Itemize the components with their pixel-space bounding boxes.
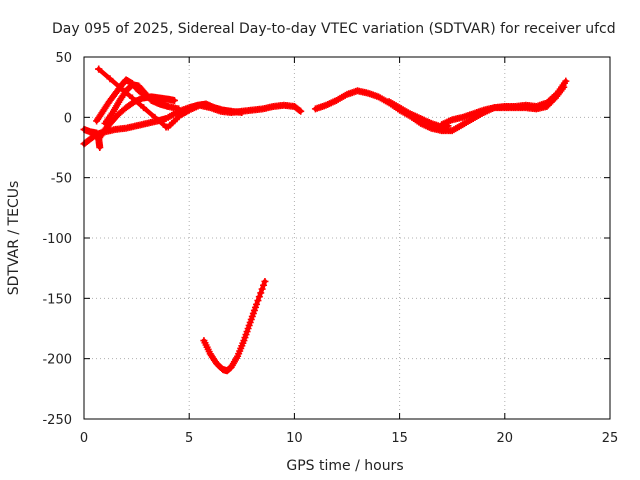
series-arc-8 [200, 277, 269, 375]
y-tick-label: -100 [42, 232, 72, 247]
y-tick-label: -150 [42, 292, 72, 307]
x-tick-label: 10 [286, 431, 303, 446]
data-point [258, 285, 266, 293]
x-tick-label: 25 [602, 431, 619, 446]
data-marks [80, 65, 570, 375]
y-tick-label: -250 [42, 413, 72, 428]
y-tick-label: -50 [51, 172, 72, 187]
series-arc-11 [438, 83, 568, 129]
y-tick-label: 50 [55, 51, 72, 66]
data-point [160, 96, 168, 104]
data-point [106, 75, 114, 83]
chart-title: Day 095 of 2025, Sidereal Day-to-day VTE… [52, 21, 616, 37]
data-point [560, 83, 568, 91]
data-point [254, 297, 262, 305]
data-point [128, 94, 136, 102]
data-point [257, 289, 265, 297]
data-point [170, 96, 178, 104]
data-point [151, 113, 159, 121]
data-point [260, 281, 268, 289]
plot-frame [83, 56, 611, 420]
x-tick-label: 5 [185, 431, 193, 446]
series-arc-5 [93, 76, 168, 125]
x-tick-label: 15 [391, 431, 408, 446]
y-tick-label: -200 [42, 353, 72, 368]
grid-layer [84, 57, 610, 419]
data-point [297, 107, 305, 115]
data-point [562, 77, 570, 85]
data-point [140, 104, 148, 112]
data-point [96, 144, 104, 151]
data-point [162, 123, 170, 131]
series-isolated [95, 65, 170, 131]
data-point [296, 106, 304, 114]
data-point [255, 293, 263, 301]
x-axis-label: GPS time / hours [286, 458, 403, 474]
x-tick-label: 0 [80, 431, 88, 446]
data-point [117, 84, 125, 92]
data-point [95, 65, 103, 73]
data-point [261, 277, 269, 285]
x-tick-label: 20 [497, 431, 514, 446]
series-arc-7 [164, 101, 305, 131]
y-tick-label: 0 [64, 111, 72, 126]
data-point [253, 300, 261, 308]
y-axis-label: SDTVAR / TECUs [6, 181, 22, 296]
